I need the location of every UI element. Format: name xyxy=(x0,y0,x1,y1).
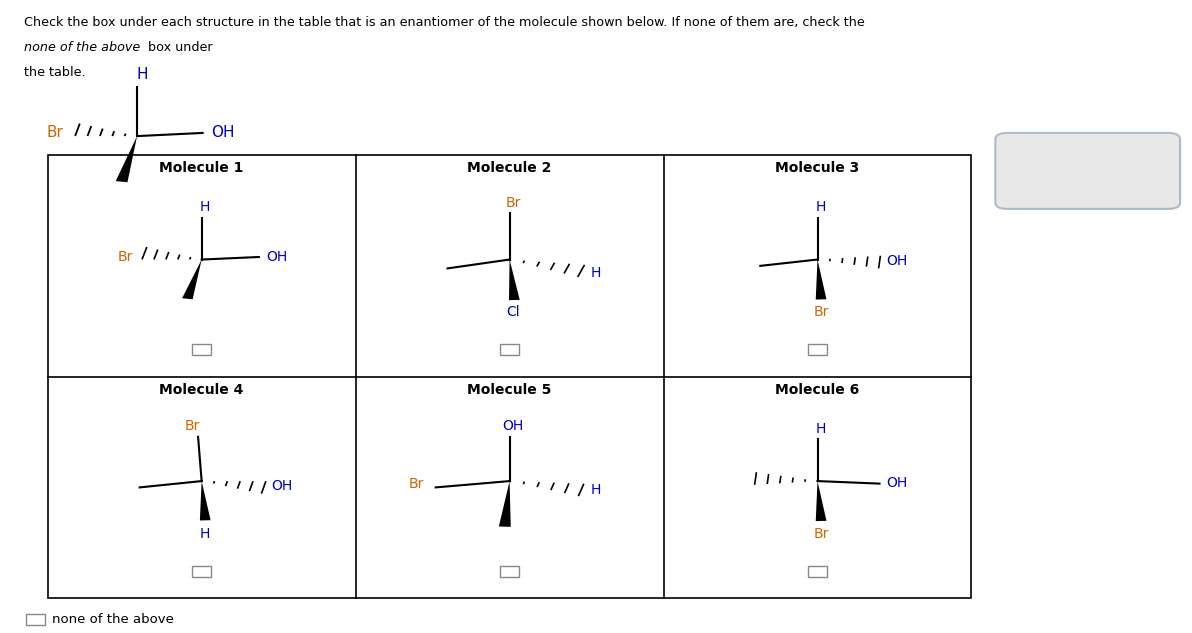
Text: Molecule 1: Molecule 1 xyxy=(160,161,244,175)
Text: none of the above: none of the above xyxy=(52,613,174,626)
Polygon shape xyxy=(200,481,211,520)
Text: Br: Br xyxy=(117,250,132,264)
Bar xyxy=(808,565,827,577)
Polygon shape xyxy=(815,481,826,521)
Bar xyxy=(501,344,520,355)
Text: Cl: Cl xyxy=(507,305,520,319)
Text: H: H xyxy=(815,422,826,436)
Text: OH: OH xyxy=(211,125,235,141)
Polygon shape xyxy=(815,260,826,299)
Text: ↺: ↺ xyxy=(1113,161,1132,181)
Text: H: H xyxy=(590,483,601,497)
Text: H: H xyxy=(200,200,211,214)
Text: H: H xyxy=(136,67,148,82)
Bar xyxy=(26,614,45,625)
Text: Molecule 2: Molecule 2 xyxy=(467,161,552,175)
Text: OH: OH xyxy=(266,250,287,264)
Text: H: H xyxy=(590,266,601,280)
Text: Molecule 4: Molecule 4 xyxy=(160,383,244,397)
Polygon shape xyxy=(182,260,201,299)
Bar xyxy=(48,155,971,598)
Text: OH: OH xyxy=(271,479,292,493)
Text: Br: Br xyxy=(505,196,521,210)
Bar xyxy=(192,565,211,577)
Bar xyxy=(192,344,211,355)
Polygon shape xyxy=(509,260,520,300)
Text: H: H xyxy=(200,527,211,541)
Text: Check the box under each structure in the table that is an enantiomer of the mol: Check the box under each structure in th… xyxy=(24,16,864,29)
Text: OH: OH xyxy=(503,419,523,433)
Text: box under: box under xyxy=(144,41,213,54)
Text: Molecule 6: Molecule 6 xyxy=(775,383,859,397)
Text: Br: Br xyxy=(46,125,63,141)
Text: OH: OH xyxy=(887,476,908,490)
Text: ×: × xyxy=(1047,161,1064,181)
Polygon shape xyxy=(499,481,510,527)
Text: Br: Br xyxy=(813,527,828,541)
Text: Br: Br xyxy=(185,419,200,433)
Text: none of the above: none of the above xyxy=(24,41,141,54)
Polygon shape xyxy=(116,136,137,182)
Text: Molecule 5: Molecule 5 xyxy=(467,383,552,397)
Bar xyxy=(808,344,827,355)
Text: Br: Br xyxy=(409,477,424,491)
Text: H: H xyxy=(815,200,826,214)
Text: Molecule 3: Molecule 3 xyxy=(775,161,859,175)
Text: the table.: the table. xyxy=(24,66,86,80)
Text: OH: OH xyxy=(887,254,908,268)
Text: Br: Br xyxy=(813,305,828,319)
FancyBboxPatch shape xyxy=(995,133,1180,209)
Bar xyxy=(501,565,520,577)
